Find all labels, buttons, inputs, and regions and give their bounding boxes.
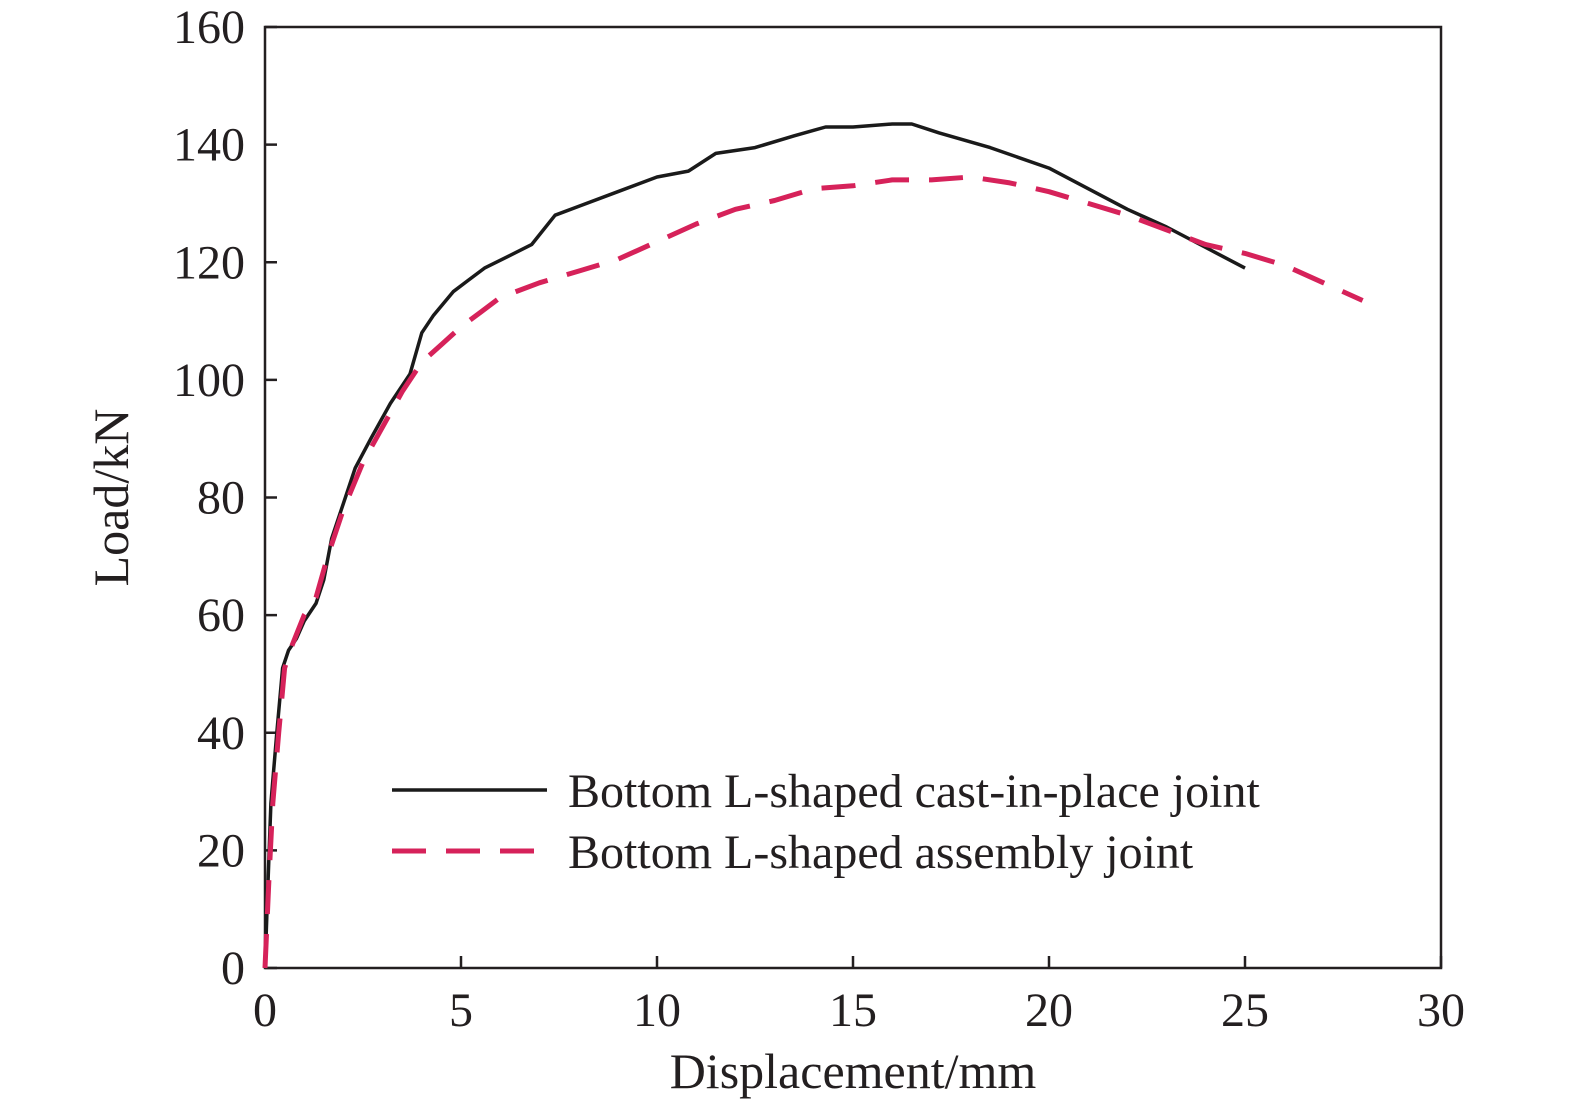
y-tick-label: 60 — [197, 589, 245, 642]
y-tick-label: 160 — [173, 1, 245, 54]
series-group — [262, 122, 1364, 969]
x-axis-title: Displacement/mm — [670, 1043, 1037, 1099]
y-axis-title: Load/kN — [83, 409, 139, 587]
x-tick-label: 30 — [1417, 984, 1465, 1037]
y-tick-label: 80 — [197, 472, 245, 525]
x-tick-label: 0 — [253, 984, 277, 1037]
legend-label-1: Bottom L-shaped cast-in-place joint — [568, 765, 1260, 818]
series-line-2 — [262, 174, 1364, 969]
y-tick-label: 20 — [197, 824, 245, 877]
y-tick-label: 120 — [173, 236, 245, 289]
x-tick-label: 15 — [829, 984, 877, 1037]
x-tick-label: 20 — [1025, 984, 1073, 1037]
y-tick-label: 0 — [221, 942, 245, 995]
legend-label-2: Bottom L-shaped assembly joint — [568, 826, 1194, 879]
x-tick-label: 10 — [633, 984, 681, 1037]
y-tick-label: 140 — [173, 119, 245, 172]
legend: Bottom L-shaped cast-in-place joint Botto… — [392, 765, 1260, 879]
x-tick-label: 25 — [1221, 984, 1269, 1037]
y-tick-label: 40 — [197, 707, 245, 760]
y-tick-label: 100 — [173, 354, 245, 407]
axes-group: 0 5 10 15 20 25 30 0 20 40 60 80 100 120 140 160 — [173, 1, 1465, 1037]
x-tick-label: 5 — [449, 984, 473, 1037]
